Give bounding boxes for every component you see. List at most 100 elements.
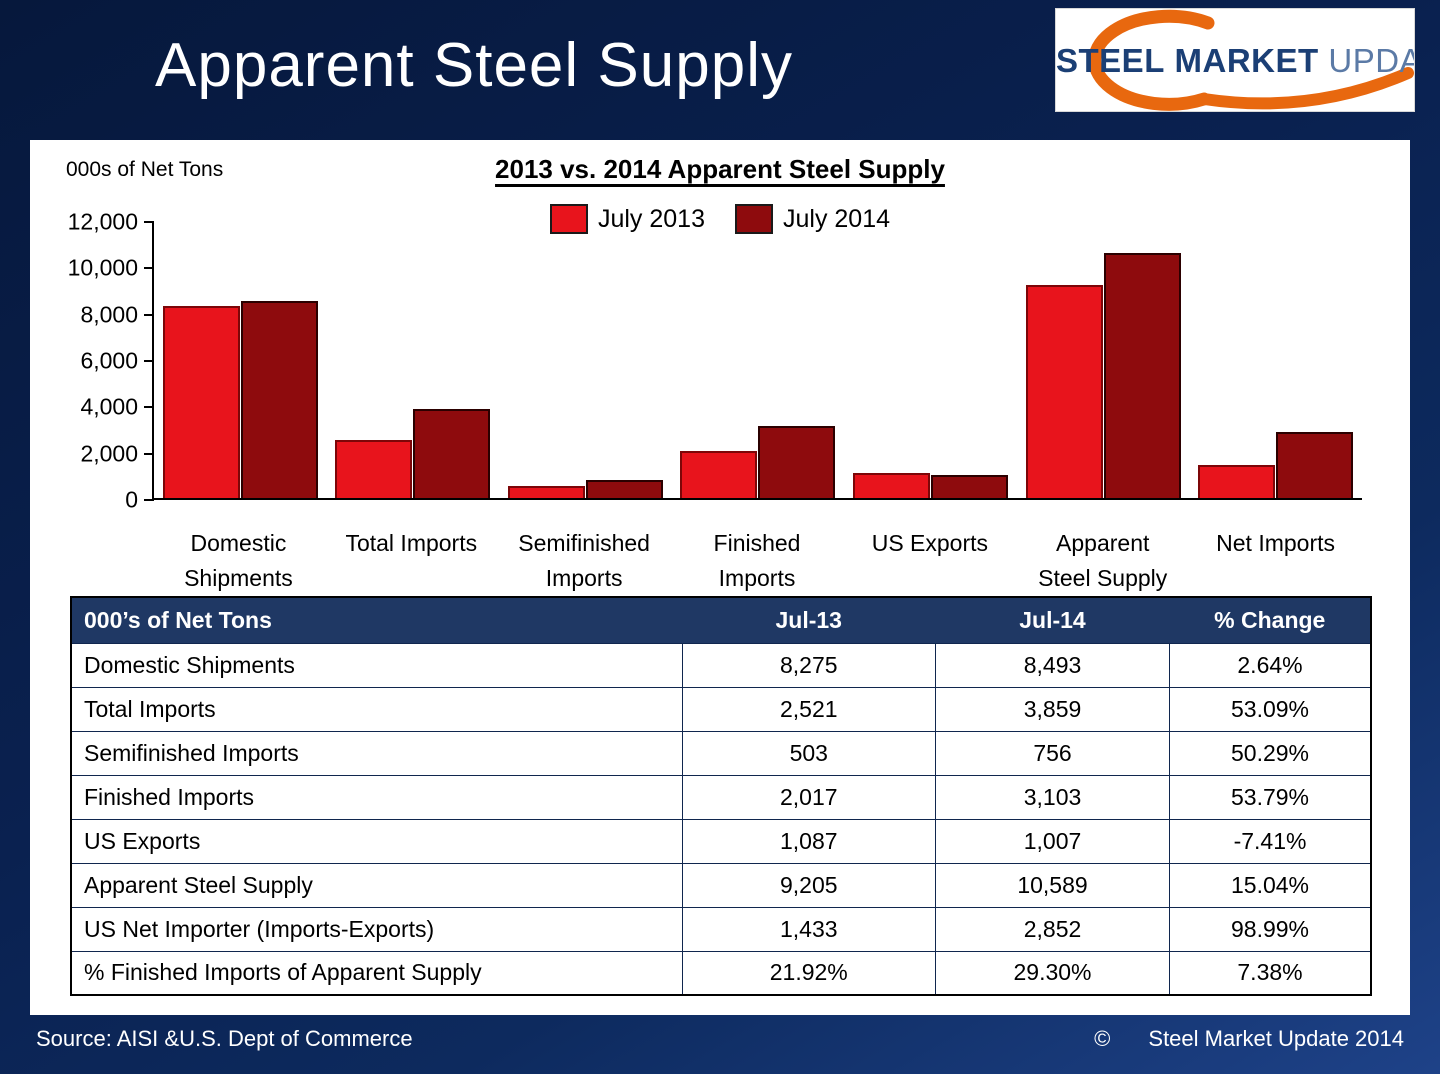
y-tick-mark: [144, 360, 154, 362]
row-label-cell: US Exports: [70, 818, 683, 864]
bar-july-2014: [240, 301, 318, 498]
legend-swatch-2014: [735, 204, 773, 234]
bar-july-2014: [1276, 432, 1354, 498]
value-cell: 2,521: [681, 686, 936, 732]
value-cell: 3,859: [935, 686, 1170, 732]
header-units: 000’s of Net Tons: [71, 597, 682, 643]
bar-july-2013: [507, 486, 585, 498]
legend-swatch-2013: [549, 204, 588, 234]
footer-source: Source: AISI &U.S. Dept of Commerce: [36, 1026, 413, 1051]
bar-july-2014: [931, 475, 1009, 498]
value-cell: 50.29%: [1169, 730, 1372, 776]
table-row: % Finished Imports of Apparent Supply 21.…: [70, 950, 1372, 996]
row-label-cell: Apparent Steel Supply: [70, 862, 683, 908]
bar-july-2013: [680, 451, 758, 498]
bar-group: [335, 409, 491, 498]
table-row: US Exports 1,087 1,007 -7.41%: [70, 818, 1372, 864]
logo-word-update: UPDATE: [1328, 42, 1414, 79]
y-tick-mark: [144, 499, 154, 501]
bar-group: [507, 480, 663, 498]
value-cell: 8,275: [681, 642, 936, 688]
value-cell: 29.30%: [935, 950, 1170, 996]
x-category-label: Net Imports: [1216, 530, 1336, 556]
bar-july-2013: [1198, 465, 1276, 498]
row-label-cell: Total Imports: [70, 686, 683, 732]
x-category-label: Domestic Shipments: [184, 530, 293, 591]
header-pct-change: % Change: [1169, 597, 1371, 643]
chart-legend: July 2013 July 2014: [30, 204, 1410, 234]
row-label-cell: Finished Imports: [70, 774, 683, 820]
y-axis-units-label: 000s of Net Tons: [66, 158, 224, 181]
bar-july-2013: [853, 473, 931, 498]
x-category-label: Apparent Steel Supply: [1038, 530, 1168, 591]
plot-area: [144, 221, 1362, 501]
value-cell: 53.09%: [1169, 686, 1372, 732]
y-tick-label: 8,000: [80, 301, 138, 328]
value-cell: 98.99%: [1169, 906, 1372, 952]
legend-item-2014: July 2014: [735, 204, 890, 234]
legend-label-2013: July 2013: [597, 204, 705, 233]
bar-group: [1198, 432, 1354, 498]
value-cell: 1,087: [681, 818, 936, 864]
x-axis-labels: Domestic Shipments Total Imports Semifinis…: [152, 526, 1362, 595]
table-row: Apparent Steel Supply 9,205 10,589 15.04%: [70, 862, 1372, 908]
table-body: Domestic Shipments 8,275 8,493 2.64% Total I…: [70, 642, 1372, 996]
bar-july-2013: [335, 440, 413, 498]
legend-item-2013: July 2013: [549, 204, 705, 234]
table-header-row: 000’s of Net Tons Jul-13 Jul-14 % Change: [71, 597, 1371, 643]
y-axis: 12,000 10,000 8,000 6,000 4,000 2,000 0: [30, 209, 142, 513]
value-cell: 1,433: [681, 906, 936, 952]
y-tick-label: 4,000: [80, 393, 138, 420]
bar-group: [680, 426, 836, 498]
legend-label-2014: July 2014: [783, 204, 891, 233]
bar-group: [1025, 253, 1181, 498]
y-tick-mark: [144, 452, 154, 455]
chart-title: 2013 vs. 2014 Apparent Steel Supply: [495, 154, 945, 184]
y-tick-mark: [144, 406, 154, 409]
y-tick-mark: [144, 221, 154, 223]
value-cell: 10,589: [935, 862, 1170, 908]
value-cell: 53.79%: [1169, 774, 1372, 820]
y-tick-label: 0: [125, 486, 138, 513]
logo-text: STEEL MARKET UPDATE: [1056, 42, 1414, 80]
chart-panel: 000s of Net Tons 2013 vs. 2014 Apparent …: [30, 140, 1410, 1015]
bar-july-2013: [1025, 285, 1103, 498]
table-row: Semifinished Imports 503 756 50.29%: [70, 730, 1372, 776]
x-category-label: Finished Imports: [713, 530, 801, 591]
value-cell: 2.64%: [1169, 642, 1372, 688]
value-cell: 8,493: [935, 642, 1170, 688]
bar-july-2014: [1103, 253, 1181, 498]
bar-july-2013: [162, 306, 240, 498]
bar-july-2014: [758, 426, 836, 498]
bar-july-2014: [413, 409, 491, 498]
row-label-cell: Domestic Shipments: [70, 642, 683, 688]
value-cell: 2,017: [681, 774, 936, 820]
bar-group: [162, 301, 318, 498]
y-tick-label: 10,000: [67, 254, 138, 281]
header-jul14: Jul-14: [935, 597, 1170, 643]
logo-word-market: MARKET: [1174, 42, 1319, 79]
table-row: Finished Imports 2,017 3,103 53.79%: [70, 774, 1372, 820]
x-category-label: US Exports: [871, 530, 989, 556]
y-tick-label: 6,000: [80, 347, 138, 374]
value-cell: 756: [935, 730, 1170, 776]
y-tick-label: 2,000: [80, 440, 138, 467]
value-cell: 21.92%: [681, 950, 936, 996]
row-label-cell: Semifinished Imports: [70, 730, 683, 776]
data-table: 000’s of Net Tons Jul-13 Jul-14 % Change…: [70, 596, 1372, 996]
logo-word-steel: STEEL: [1056, 42, 1165, 79]
bar-group: [853, 473, 1009, 498]
steel-market-update-logo: STEEL MARKET UPDATE: [1055, 8, 1415, 112]
bar-july-2014: [585, 480, 663, 498]
footer-copyright: © Steel Market Update 2014: [1094, 1026, 1404, 1052]
y-tick-mark: [144, 267, 154, 270]
value-cell: 1,007: [935, 818, 1170, 864]
header-jul13: Jul-13: [682, 597, 936, 643]
value-cell: 9,205: [681, 862, 936, 908]
value-cell: 7.38%: [1169, 950, 1372, 996]
value-cell: 3,103: [935, 774, 1170, 820]
x-category-label: Semifinished Imports: [518, 530, 650, 591]
copyright-text: Steel Market Update 2014: [1148, 1026, 1404, 1051]
logo-swoosh-icon: [1088, 9, 1414, 111]
